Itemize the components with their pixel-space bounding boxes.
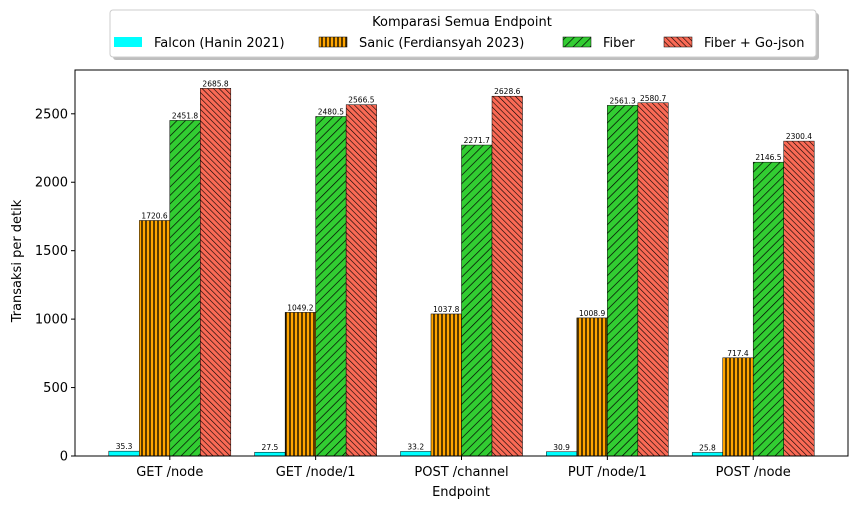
- bar-value-label: 1720.6: [141, 211, 167, 220]
- axes-group: 0 500 1000 1500 2000 2500 GET /node GET /node/1…: [35, 69, 849, 480]
- x-tick-label: PUT /node/1: [568, 465, 647, 480]
- bar: [637, 102, 669, 457]
- x-tick-label: POST /node: [716, 465, 791, 480]
- legend-swatch: [562, 36, 592, 48]
- bar-value-label: 2300.4: [786, 132, 812, 141]
- bar-value-label: 30.9: [553, 443, 570, 452]
- bar-value-label: 25.8: [699, 443, 716, 452]
- y-tick-label: 2500: [35, 107, 68, 122]
- legend: Komparasi Semua Endpoint Falcon (Hanin 2…: [109, 9, 819, 60]
- bar-value-label: 27.5: [262, 443, 279, 452]
- y-tick-label: 1000: [35, 313, 68, 328]
- bar: [400, 451, 432, 457]
- bar: [576, 317, 608, 457]
- y-tick-label: 2000: [35, 176, 68, 191]
- y-tick-label: 1500: [35, 244, 68, 259]
- legend-title: Komparasi Semua Endpoint: [372, 15, 552, 30]
- bar-value-label: 2480.5: [318, 107, 344, 116]
- bar: [108, 450, 140, 457]
- bar: [315, 116, 347, 457]
- bar: [491, 95, 523, 457]
- x-axis-label: Endpoint: [432, 485, 490, 500]
- bar-value-label: 2580.7: [640, 94, 666, 103]
- y-tick-label: 500: [43, 381, 68, 396]
- bar-value-label: 2271.7: [464, 136, 490, 145]
- legend-entry-label: Sanic (Ferdiansyah 2023): [359, 36, 524, 51]
- bar: [691, 452, 723, 457]
- legend-swatch: [318, 36, 348, 48]
- bar-value-label: 717.4: [727, 349, 749, 358]
- bar: [607, 105, 639, 457]
- bar: [430, 313, 462, 457]
- x-tick-label: GET /node: [136, 465, 203, 480]
- legend-entry-label: Fiber: [603, 36, 635, 51]
- bar: [546, 451, 578, 457]
- bar: [200, 88, 232, 457]
- legend-swatch: [114, 37, 142, 47]
- bar-value-label: 1037.8: [433, 305, 459, 314]
- bar: [345, 104, 377, 457]
- bar: [139, 220, 171, 457]
- bar: [722, 357, 754, 457]
- bar-value-label: 2146.5: [755, 153, 781, 162]
- y-tick-label: 0: [60, 450, 68, 465]
- bar-value-label: 35.3: [116, 442, 133, 451]
- bar-labels-group: 35.3 1720.6 2451.8 2685.8 27.5 1049.2 2480.5 25…: [116, 79, 813, 452]
- bars-group: [108, 88, 815, 457]
- bar: [254, 451, 286, 457]
- bar-value-label: 2566.5: [348, 96, 374, 105]
- x-tick-label: GET /node/1: [276, 465, 356, 480]
- bar: [461, 144, 493, 457]
- legend-entry-label: Falcon (Hanin 2021): [154, 36, 285, 51]
- bar-value-label: 1049.2: [287, 303, 313, 312]
- bar: [752, 161, 784, 457]
- bar-value-label: 33.2: [407, 442, 424, 451]
- y-axis-label: Transaksi per detik: [10, 199, 25, 323]
- bar-value-label: 2628.6: [494, 87, 520, 96]
- bar: [284, 312, 316, 457]
- legend-entry-label: Fiber + Go-json: [704, 36, 804, 51]
- bar: [783, 140, 815, 457]
- bar: [169, 120, 201, 457]
- bar-value-label: 2451.8: [172, 111, 198, 120]
- legend-swatch: [663, 36, 693, 48]
- bar-value-label: 1008.9: [579, 309, 605, 318]
- bar-value-label: 2561.3: [609, 96, 635, 105]
- x-tick-label: POST /channel: [414, 465, 508, 480]
- bar-value-label: 2685.8: [202, 79, 228, 88]
